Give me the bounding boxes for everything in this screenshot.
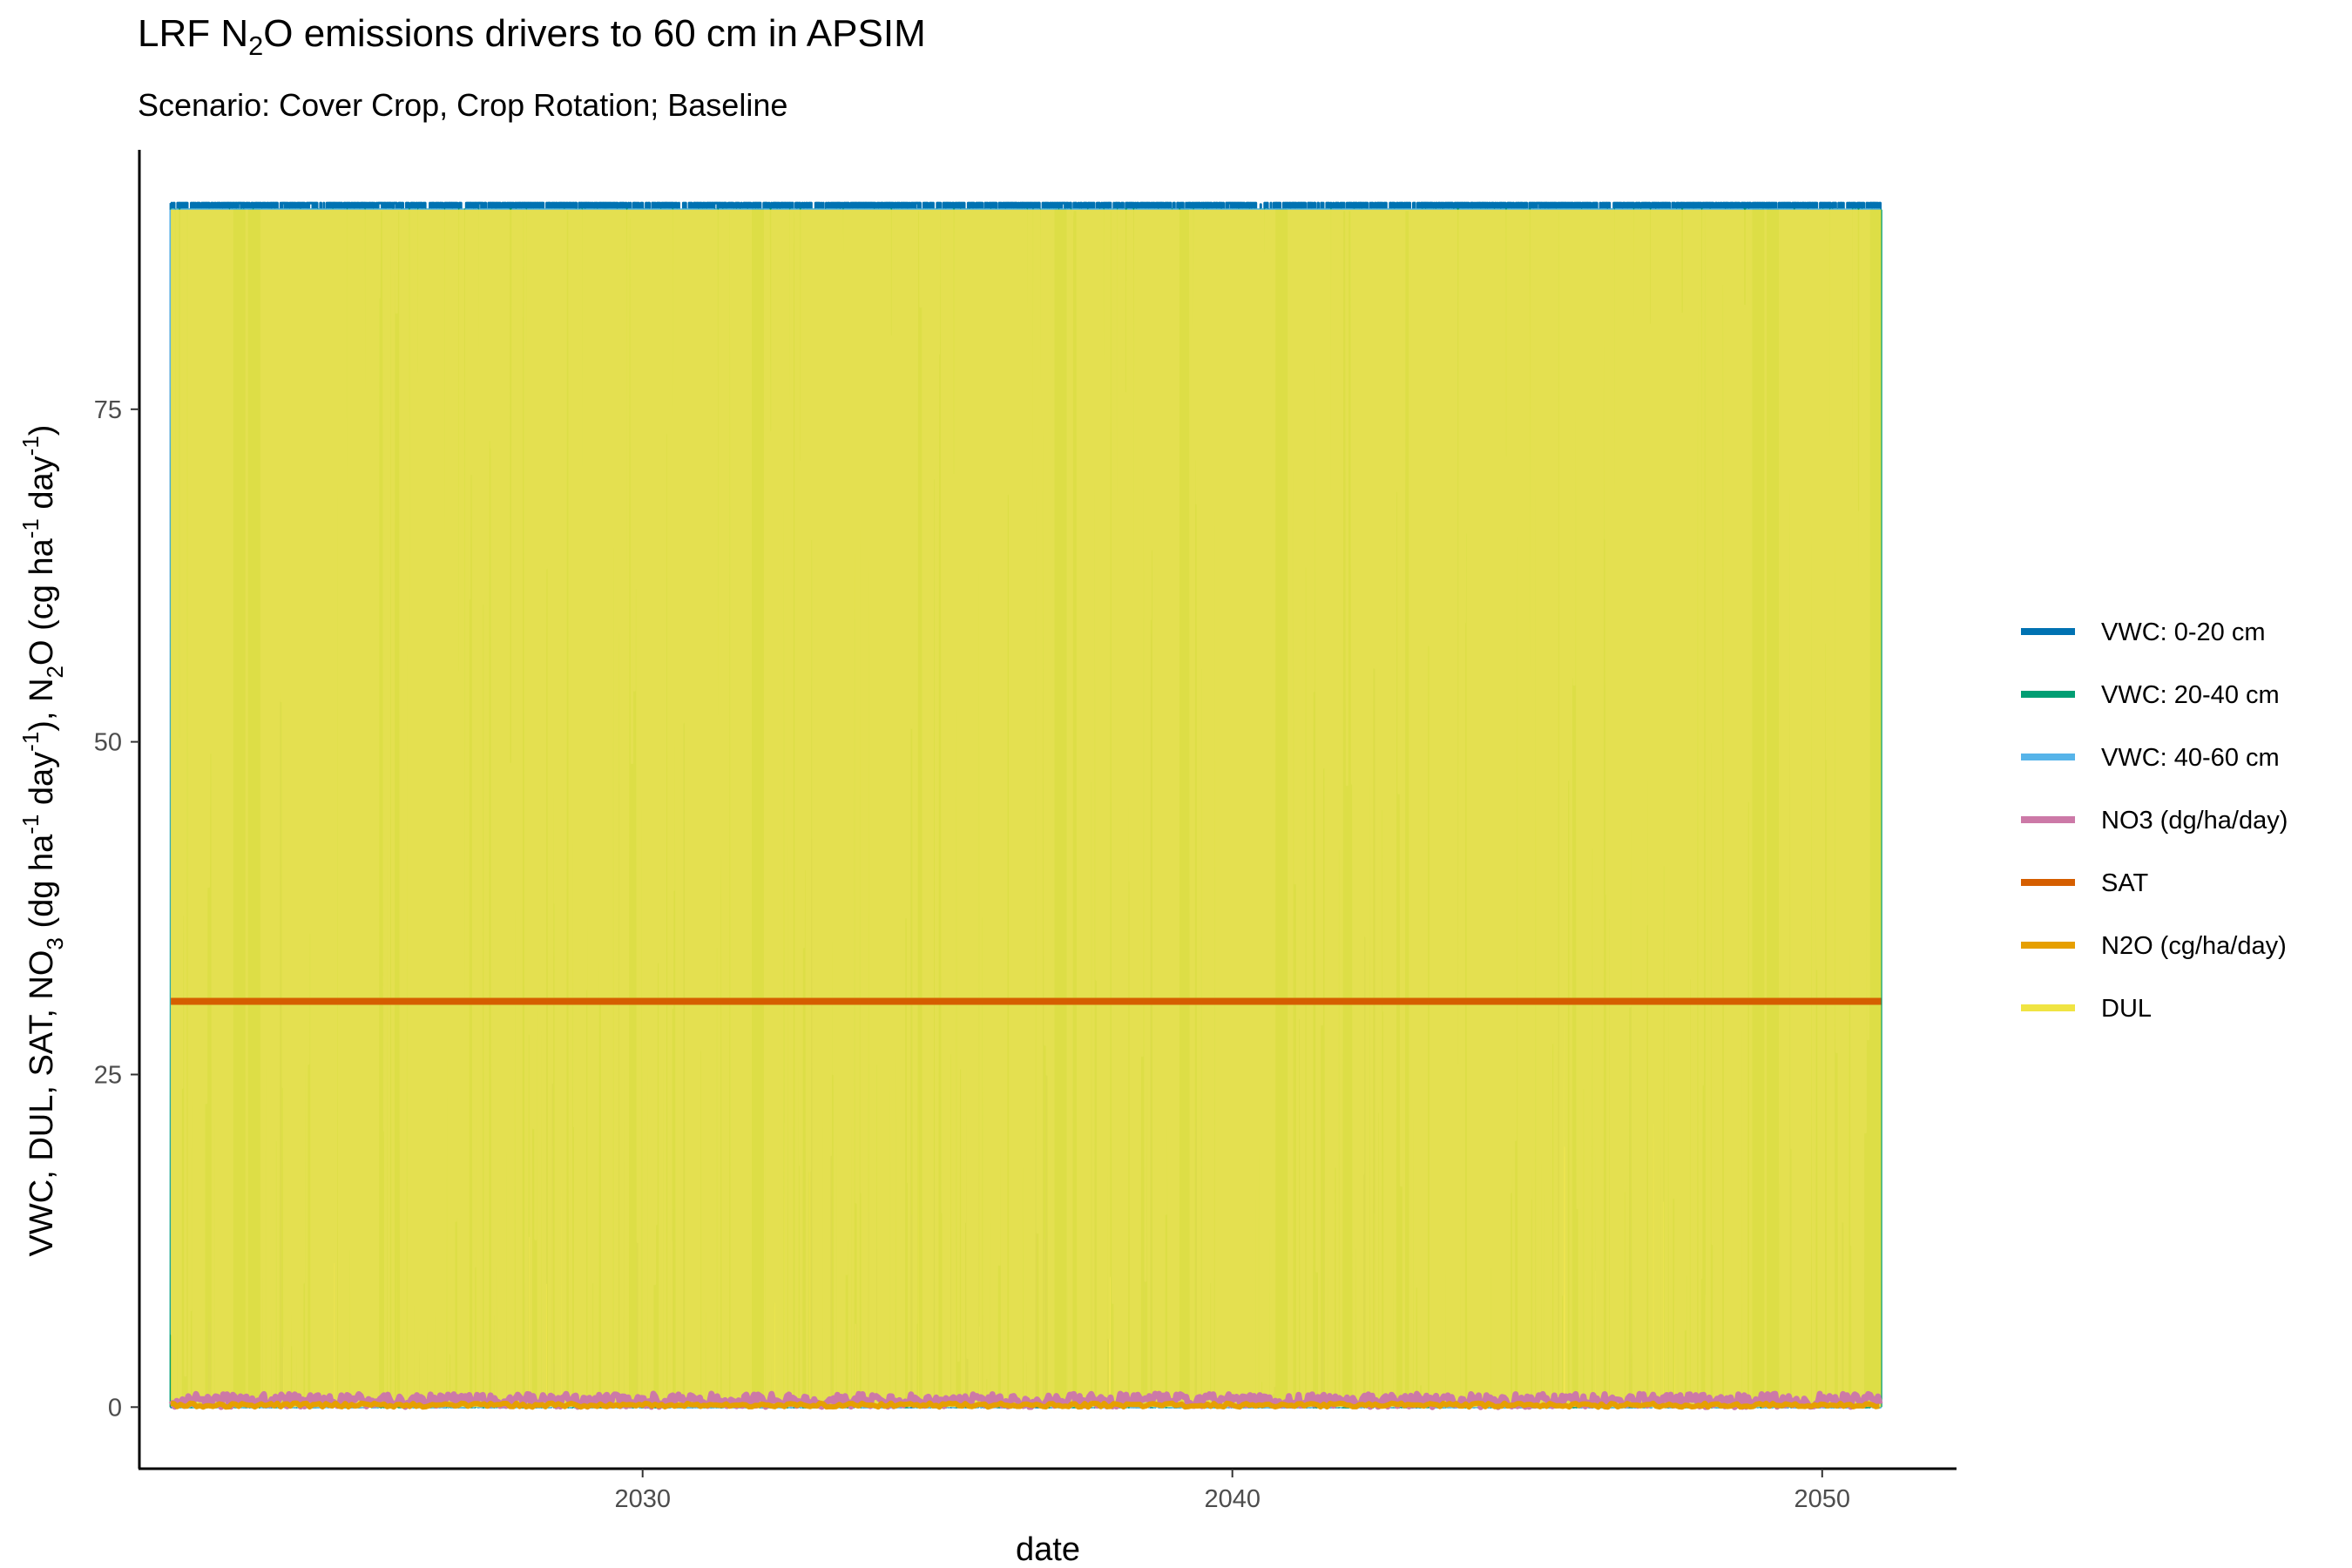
x-axis-ticks: 2030 2040 2050 [614,1469,1850,1513]
legend-label: NO3 (dg/ha/day) [2101,807,2288,835]
x-axis-title: date [1016,1531,1080,1568]
x-tick-label: 2050 [1794,1485,1851,1513]
legend-label: VWC: 40-60 cm [2101,744,2280,772]
y-tick-label: 50 [94,729,122,757]
legend-label: VWC: 20-40 cm [2101,681,2280,709]
legend-label: SAT [2101,869,2149,897]
series-line-n2o-cg-ha-day [170,1400,1880,1410]
series-area-dul [171,209,1882,1408]
chart-subtitle: Scenario: Cover Crop, Crop Rotation; Bas… [138,87,788,123]
legend-label: DUL [2101,995,2152,1023]
y-tick-label: 0 [108,1394,122,1422]
y-tick-label: 75 [94,396,122,424]
x-tick-label: 2040 [1204,1485,1260,1513]
x-tick-label: 2030 [614,1485,671,1513]
legend-label: N2O (cg/ha/day) [2101,932,2287,960]
y-tick-label: 25 [94,1062,122,1090]
legend: VWC: 0-20 cm VWC: 20-40 cm VWC: 40-60 cm NO… [2021,618,2288,1023]
y-axis-title: VWC, DUL, SAT, NO3 (dg ha-1 day-1), N2O … [17,425,68,1257]
y-axis-ticks: 0 25 50 75 [94,396,139,1422]
chart-title: LRF N2O emissions drivers to 60 cm in AP… [138,12,926,61]
plot-area [168,201,1883,1410]
legend-label: VWC: 0-20 cm [2101,618,2266,646]
